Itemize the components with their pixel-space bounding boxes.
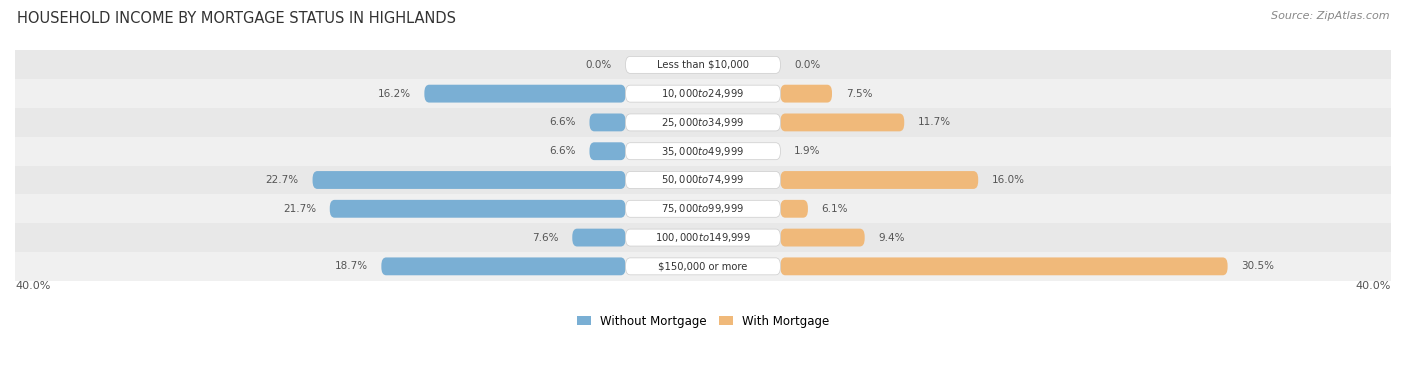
FancyBboxPatch shape xyxy=(780,113,904,131)
FancyBboxPatch shape xyxy=(780,200,808,218)
FancyBboxPatch shape xyxy=(626,229,780,246)
FancyBboxPatch shape xyxy=(15,137,1391,166)
FancyBboxPatch shape xyxy=(15,166,1391,194)
Text: Source: ZipAtlas.com: Source: ZipAtlas.com xyxy=(1271,11,1389,21)
FancyBboxPatch shape xyxy=(15,194,1391,223)
Text: 0.0%: 0.0% xyxy=(585,60,612,70)
Text: Less than $10,000: Less than $10,000 xyxy=(657,60,749,70)
FancyBboxPatch shape xyxy=(780,171,979,189)
Text: 21.7%: 21.7% xyxy=(283,204,316,214)
Text: 7.5%: 7.5% xyxy=(846,88,872,99)
Text: 18.7%: 18.7% xyxy=(335,261,367,271)
Text: 6.6%: 6.6% xyxy=(550,146,575,156)
Legend: Without Mortgage, With Mortgage: Without Mortgage, With Mortgage xyxy=(576,314,830,328)
Text: $50,000 to $74,999: $50,000 to $74,999 xyxy=(661,174,745,186)
Text: $25,000 to $34,999: $25,000 to $34,999 xyxy=(661,116,745,129)
Text: 0.0%: 0.0% xyxy=(794,60,821,70)
Text: 6.6%: 6.6% xyxy=(550,118,575,127)
FancyBboxPatch shape xyxy=(780,229,865,246)
FancyBboxPatch shape xyxy=(381,257,626,275)
Text: 16.2%: 16.2% xyxy=(377,88,411,99)
FancyBboxPatch shape xyxy=(589,142,626,160)
Text: 40.0%: 40.0% xyxy=(15,281,51,291)
FancyBboxPatch shape xyxy=(15,108,1391,137)
Text: 9.4%: 9.4% xyxy=(879,232,905,243)
FancyBboxPatch shape xyxy=(780,257,1227,275)
Text: 7.6%: 7.6% xyxy=(531,232,558,243)
FancyBboxPatch shape xyxy=(626,258,780,275)
FancyBboxPatch shape xyxy=(589,113,626,131)
Text: 6.1%: 6.1% xyxy=(821,204,848,214)
FancyBboxPatch shape xyxy=(425,85,626,102)
FancyBboxPatch shape xyxy=(626,56,780,73)
Text: $10,000 to $24,999: $10,000 to $24,999 xyxy=(661,87,745,100)
Text: 16.0%: 16.0% xyxy=(993,175,1025,185)
Text: $35,000 to $49,999: $35,000 to $49,999 xyxy=(661,145,745,158)
FancyBboxPatch shape xyxy=(626,143,780,160)
Text: 40.0%: 40.0% xyxy=(1355,281,1391,291)
FancyBboxPatch shape xyxy=(15,223,1391,252)
FancyBboxPatch shape xyxy=(312,171,626,189)
Text: $75,000 to $99,999: $75,000 to $99,999 xyxy=(661,202,745,215)
FancyBboxPatch shape xyxy=(626,114,780,131)
Text: HOUSEHOLD INCOME BY MORTGAGE STATUS IN HIGHLANDS: HOUSEHOLD INCOME BY MORTGAGE STATUS IN H… xyxy=(17,11,456,26)
FancyBboxPatch shape xyxy=(15,50,1391,79)
FancyBboxPatch shape xyxy=(626,172,780,189)
Text: 22.7%: 22.7% xyxy=(266,175,299,185)
FancyBboxPatch shape xyxy=(15,79,1391,108)
FancyBboxPatch shape xyxy=(780,85,832,102)
Text: $150,000 or more: $150,000 or more xyxy=(658,261,748,271)
Text: 1.9%: 1.9% xyxy=(794,146,821,156)
FancyBboxPatch shape xyxy=(572,229,626,246)
FancyBboxPatch shape xyxy=(15,252,1391,281)
FancyBboxPatch shape xyxy=(626,200,780,217)
FancyBboxPatch shape xyxy=(626,85,780,102)
Text: $100,000 to $149,999: $100,000 to $149,999 xyxy=(655,231,751,244)
Text: 30.5%: 30.5% xyxy=(1241,261,1274,271)
FancyBboxPatch shape xyxy=(330,200,626,218)
Text: 11.7%: 11.7% xyxy=(918,118,950,127)
